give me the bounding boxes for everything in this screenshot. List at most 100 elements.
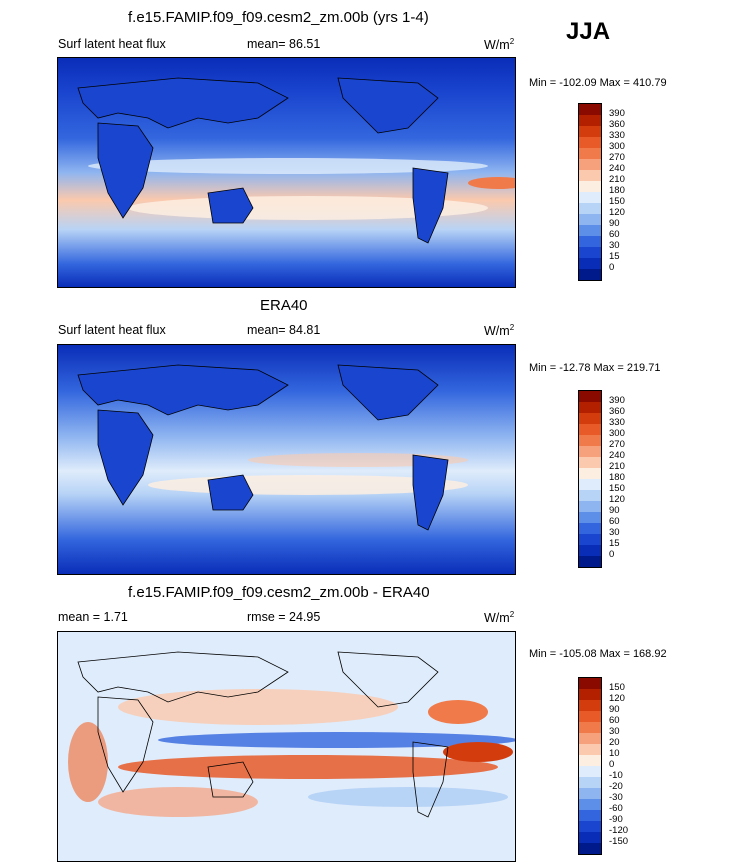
colorbar-swatch xyxy=(579,269,601,280)
panel-2-minmax: Min = -12.78 Max = 219.71 xyxy=(529,362,661,374)
colorbar-tick-label: 90 xyxy=(609,218,620,229)
panel-2-mean-label: mean= 84.81 xyxy=(247,323,321,337)
panel-1-variable-label: Surf latent heat flux xyxy=(58,37,166,51)
colorbar-swatch xyxy=(579,788,601,799)
colorbar-swatch xyxy=(579,457,601,468)
colorbar-tick-label: -90 xyxy=(609,814,623,825)
colorbar-swatch xyxy=(579,170,601,181)
colorbar-swatch xyxy=(579,479,601,490)
colorbar-tick-label: 330 xyxy=(609,130,625,141)
colorbar-swatch xyxy=(579,556,601,567)
colorbar-tick-label: 150 xyxy=(609,196,625,207)
colorbar-tick-label: -60 xyxy=(609,803,623,814)
colorbar-tick-label: 360 xyxy=(609,119,625,130)
panel-2-variable-label: Surf latent heat flux xyxy=(58,323,166,337)
colorbar-tick-label: 20 xyxy=(609,737,620,748)
colorbar-swatch xyxy=(579,534,601,545)
colorbar-swatch xyxy=(579,104,601,115)
units-text: W/m xyxy=(484,38,510,53)
colorbar-swatch xyxy=(579,181,601,192)
panel-3-title: f.e15.FAMIP.f09_f09.cesm2_zm.00b - ERA40 xyxy=(128,584,430,601)
colorbar-tick-label: 10 xyxy=(609,748,620,759)
colorbar-tick-label: -10 xyxy=(609,770,623,781)
colorbar-tick-label: 60 xyxy=(609,516,620,527)
colorbar-swatch xyxy=(579,832,601,843)
panel-1-colorbar-ticks: 390 360 330 300 270 240 210 180 150 120 90 60 30 15 0 xyxy=(609,103,639,279)
panel-1-title: f.e15.FAMIP.f09_f09.cesm2_zm.00b (yrs 1-… xyxy=(128,9,429,26)
colorbar-swatch xyxy=(579,115,601,126)
colorbar-swatch xyxy=(579,777,601,788)
colorbar-swatch xyxy=(579,766,601,777)
colorbar-swatch xyxy=(579,733,601,744)
colorbar-tick-label: 300 xyxy=(609,428,625,439)
colorbar-swatch xyxy=(579,744,601,755)
colorbar-swatch xyxy=(579,700,601,711)
colorbar-tick-label: 30 xyxy=(609,240,620,251)
panel-2-colorbar-ticks: 390 360 330 300 270 240 210 180 150 120 90 60 30 15 0 xyxy=(609,390,639,566)
colorbar-swatch xyxy=(579,203,601,214)
colorbar-swatch xyxy=(579,799,601,810)
panel-3-units: W/m2 xyxy=(484,610,514,625)
colorbar-swatch xyxy=(579,843,601,854)
colorbar-tick-label: 15 xyxy=(609,538,620,549)
colorbar-swatch xyxy=(579,810,601,821)
colorbar-tick-label: 90 xyxy=(609,505,620,516)
panel-2-units: W/m2 xyxy=(484,323,514,338)
colorbar-tick-label: 390 xyxy=(609,395,625,406)
colorbar-tick-label: 0 xyxy=(609,262,615,273)
panel-3-map xyxy=(57,631,516,862)
panel-2-map xyxy=(57,344,516,575)
colorbar-tick-label: 210 xyxy=(609,174,625,185)
colorbar-swatch xyxy=(579,402,601,413)
panel-1-mean-label: mean= 86.51 xyxy=(247,37,321,51)
colorbar-tick-label: -20 xyxy=(609,781,623,792)
panel-3-rmse-label: rmse = 24.95 xyxy=(247,610,321,624)
colorbar-tick-label: 240 xyxy=(609,163,625,174)
colorbar-swatch xyxy=(579,490,601,501)
colorbar-swatch xyxy=(579,545,601,556)
colorbar-swatch xyxy=(579,413,601,424)
colorbar-swatch xyxy=(579,689,601,700)
colorbar-tick-label: 60 xyxy=(609,229,620,240)
colorbar-swatch xyxy=(579,468,601,479)
colorbar-swatch xyxy=(579,159,601,170)
colorbar-swatch xyxy=(579,148,601,159)
colorbar-swatch xyxy=(579,678,601,689)
season-label: JJA xyxy=(566,18,611,45)
colorbar-tick-label: 90 xyxy=(609,704,620,715)
colorbar-tick-label: 270 xyxy=(609,152,625,163)
colorbar-swatch xyxy=(579,523,601,534)
colorbar-swatch xyxy=(579,722,601,733)
colorbar-tick-label: 15 xyxy=(609,251,620,262)
colorbar-swatch xyxy=(579,821,601,832)
units-exponent: 2 xyxy=(509,610,515,619)
colorbar-tick-label: 0 xyxy=(609,759,615,770)
panel-3-minmax: Min = -105.08 Max = 168.92 xyxy=(529,648,667,660)
colorbar-tick-label: -150 xyxy=(609,836,629,847)
colorbar-swatch xyxy=(579,391,601,402)
panel-3-colorbar xyxy=(578,677,602,855)
colorbar-tick-label: 150 xyxy=(609,483,625,494)
colorbar-swatch xyxy=(579,424,601,435)
colorbar-swatch xyxy=(579,236,601,247)
colorbar-tick-label: 150 xyxy=(609,682,625,693)
panel-2-colorbar xyxy=(578,390,602,568)
colorbar-swatch xyxy=(579,192,601,203)
colorbar-tick-label: 30 xyxy=(609,726,620,737)
colorbar-swatch xyxy=(579,137,601,148)
colorbar-tick-label: -30 xyxy=(609,792,623,803)
panel-1-units: W/m2 xyxy=(484,37,514,52)
colorbar-tick-label: 180 xyxy=(609,472,625,483)
colorbar-swatch xyxy=(579,755,601,766)
colorbar-tick-label: 300 xyxy=(609,141,625,152)
colorbar-swatch xyxy=(579,258,601,269)
colorbar-tick-label: 210 xyxy=(609,461,625,472)
colorbar-tick-label: 0 xyxy=(609,549,615,560)
colorbar-tick-label: 120 xyxy=(609,693,625,704)
panel-1-minmax: Min = -102.09 Max = 410.79 xyxy=(529,77,667,89)
panel-1-colorbar xyxy=(578,103,602,281)
colorbar-tick-label: 360 xyxy=(609,406,625,417)
colorbar-swatch xyxy=(579,711,601,722)
colorbar-swatch xyxy=(579,435,601,446)
units-exponent: 2 xyxy=(509,323,515,332)
